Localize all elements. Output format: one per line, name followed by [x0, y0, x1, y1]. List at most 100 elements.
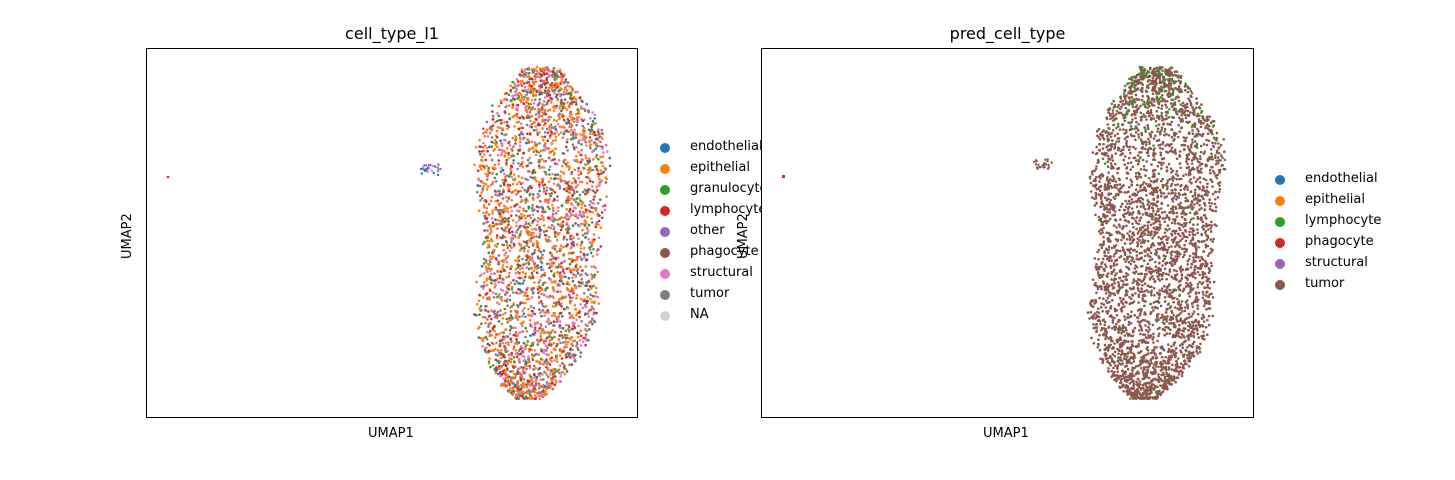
scatter-point	[1218, 184, 1221, 187]
scatter-point	[562, 341, 565, 344]
scatter-point	[1192, 217, 1195, 220]
scatter-point	[533, 176, 537, 179]
scatter-point	[1195, 106, 1198, 110]
scatter-point	[1101, 147, 1105, 150]
scatter-point	[530, 99, 534, 102]
scatter-point	[1184, 196, 1187, 200]
scatter-point	[1186, 346, 1189, 349]
scatter-point	[510, 351, 513, 355]
scatter-point	[1103, 162, 1107, 165]
scatter-point	[560, 305, 563, 308]
scatter-point	[593, 117, 596, 120]
scatter-point	[498, 119, 501, 122]
scatter-point	[1141, 283, 1144, 287]
scatter-point	[554, 138, 558, 142]
scatter-point	[577, 166, 580, 170]
scatter-point	[1215, 176, 1218, 180]
scatter-point	[1111, 298, 1114, 302]
scatter-point	[1198, 181, 1202, 184]
scatter-point	[1111, 139, 1114, 142]
scatter-point	[1209, 226, 1213, 230]
scatter-point	[490, 140, 494, 144]
scatter-point	[1184, 285, 1188, 288]
scatter-point	[525, 209, 528, 213]
scatter-point	[1162, 254, 1166, 257]
scatter-point	[1167, 115, 1171, 119]
scatter-point	[568, 312, 571, 315]
scatter-point	[563, 126, 566, 129]
scatter-point	[1148, 140, 1151, 143]
scatter-point	[553, 85, 556, 89]
scatter-point	[1089, 310, 1093, 314]
scatter-point	[1128, 195, 1132, 198]
scatter-point	[1113, 342, 1116, 345]
scatter-point	[1206, 285, 1209, 289]
scatter-point	[1139, 168, 1143, 171]
scatter-point	[1117, 352, 1120, 356]
scatter-point	[539, 378, 542, 382]
scatter-point	[521, 346, 524, 350]
scatter-point	[1109, 198, 1112, 202]
scatter-point	[1172, 300, 1175, 304]
scatter-point	[558, 247, 562, 251]
scatter-point	[506, 341, 510, 344]
scatter-point	[493, 285, 497, 289]
scatter-point	[570, 128, 573, 132]
scatter-point	[584, 343, 587, 347]
scatter-point	[551, 206, 555, 210]
scatter-point	[558, 112, 561, 115]
scatter-point	[524, 177, 527, 181]
scatter-point	[1177, 99, 1181, 103]
scatter-point	[552, 209, 555, 213]
scatter-point	[587, 223, 591, 227]
scatter-point	[1174, 205, 1177, 209]
scatter-point	[1206, 132, 1210, 136]
scatter-point	[1123, 84, 1127, 88]
scatter-plot	[166, 65, 612, 401]
scatter-point	[539, 334, 542, 338]
scatter-point	[1150, 217, 1154, 221]
scatter-point	[1157, 172, 1161, 175]
scatter-point	[553, 158, 556, 161]
scatter-point	[541, 184, 545, 187]
scatter-point	[598, 177, 601, 181]
scatter-point	[566, 84, 569, 87]
scatter-point	[1099, 232, 1102, 235]
scatter-point	[1103, 183, 1107, 186]
scatter-point	[1150, 98, 1154, 102]
scatter-point	[524, 362, 527, 366]
scatter-point	[1188, 211, 1192, 215]
scatter-point	[552, 341, 556, 345]
scatter-point	[586, 122, 590, 126]
scatter-point	[485, 188, 489, 191]
scatter-point	[504, 151, 508, 154]
scatter-point	[507, 223, 510, 226]
scatter-point	[1160, 126, 1164, 129]
scatter-point	[591, 294, 595, 298]
scatter-point	[582, 131, 586, 134]
scatter-point	[557, 298, 561, 301]
scatter-point	[521, 282, 525, 285]
scatter-point	[1106, 144, 1110, 148]
scatter-point	[514, 272, 518, 275]
scatter-point	[538, 235, 541, 239]
scatter-point	[507, 217, 511, 220]
scatter-point	[505, 276, 508, 279]
scatter-point	[484, 335, 488, 339]
scatter-point	[1203, 214, 1207, 217]
scatter-point	[556, 360, 559, 363]
scatter-point	[565, 140, 569, 144]
scatter-point	[510, 265, 513, 269]
scatter-point	[568, 363, 571, 367]
scatter-point	[481, 344, 484, 348]
scatter-point	[524, 301, 527, 305]
scatter-point	[1140, 131, 1143, 135]
scatter-point	[1101, 361, 1104, 365]
scatter-point	[555, 93, 559, 97]
scatter-point	[543, 83, 547, 86]
scatter-point	[491, 104, 494, 107]
scatter-point	[566, 243, 569, 246]
scatter-point	[1154, 265, 1158, 268]
scatter-point	[1190, 143, 1193, 147]
scatter-point	[1174, 245, 1177, 248]
